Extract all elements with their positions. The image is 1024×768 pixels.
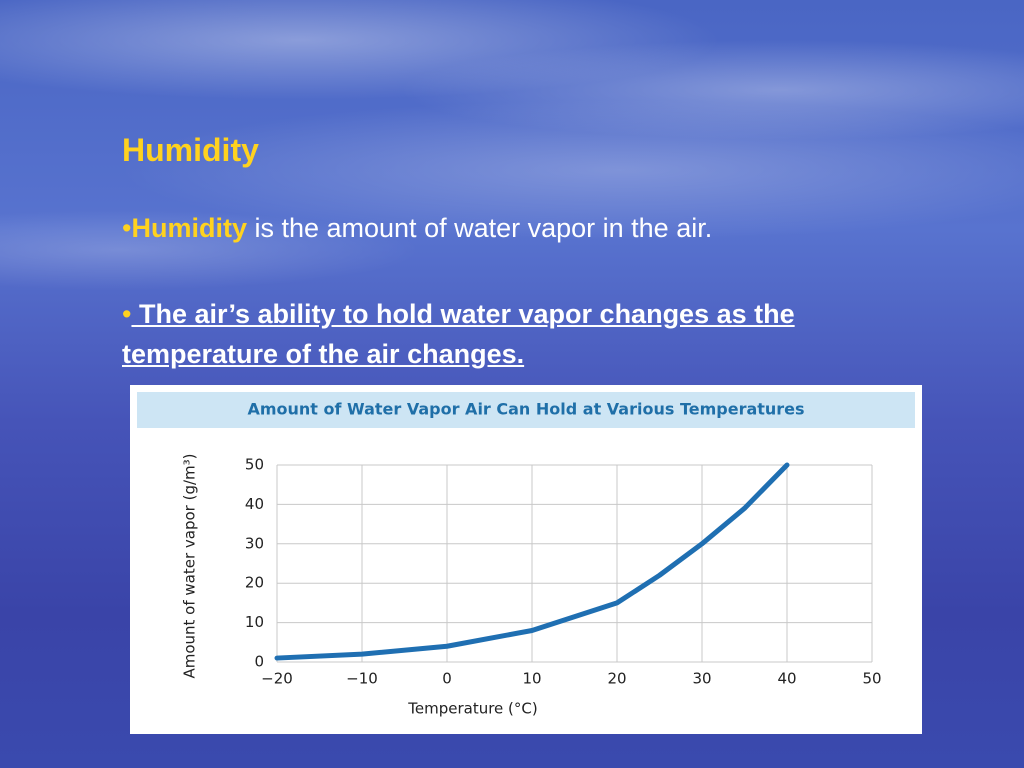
y-tick-label: 50 xyxy=(245,456,264,474)
x-tick-label: −10 xyxy=(346,670,378,688)
y-tick-label: 30 xyxy=(245,534,264,552)
bullet-text: is the amount of water vapor in the air. xyxy=(246,213,713,243)
chart-title: Amount of Water Vapor Air Can Hold at Va… xyxy=(247,400,804,419)
bullet: • The air’s ability to hold water vapor … xyxy=(122,294,922,374)
bullet-term: Humidity xyxy=(131,213,247,243)
data-line xyxy=(274,462,790,661)
x-axis-label: Temperature (°C) xyxy=(407,700,537,718)
bullet: •Humidity is the amount of water vapor i… xyxy=(122,213,712,244)
bullet-text: The air’s ability to hold water vapor ch… xyxy=(122,299,795,369)
bullet-marker: • xyxy=(122,299,132,329)
x-tick-label: 20 xyxy=(607,670,626,688)
y-axis-label: Amount of water vapor (g/m³) xyxy=(181,453,199,678)
chart-panel xyxy=(130,385,922,734)
chart-banner xyxy=(137,392,915,428)
x-tick-label: 50 xyxy=(862,670,881,688)
y-tick-label: 40 xyxy=(245,495,264,513)
y-tick-label: 0 xyxy=(254,653,264,671)
bullet-marker: • xyxy=(122,213,132,243)
x-tick-label: 40 xyxy=(777,670,796,688)
slide-title: Humidity xyxy=(122,132,259,168)
x-tick-label: 10 xyxy=(522,670,541,688)
x-tick-label: 0 xyxy=(442,670,452,688)
y-tick-label: 20 xyxy=(245,574,264,592)
x-tick-label: −20 xyxy=(261,670,293,688)
y-tick-label: 10 xyxy=(245,613,264,631)
x-tick-label: 30 xyxy=(692,670,711,688)
